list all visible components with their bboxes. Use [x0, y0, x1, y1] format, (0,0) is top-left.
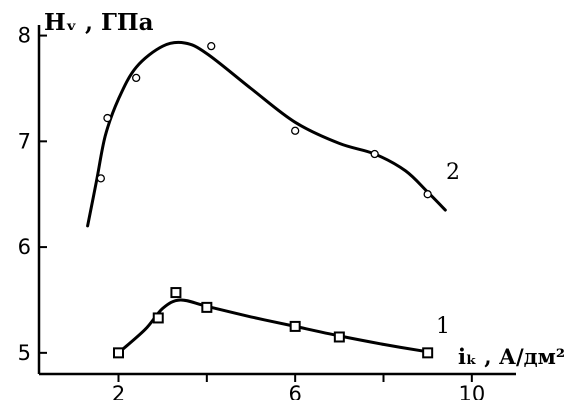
x-ticks: 2 6 10 [112, 374, 485, 400]
series-1-point [113, 347, 124, 359]
x-axis-title: iₖ , А/дм² [458, 344, 565, 369]
y-tick-label: 6 [18, 235, 31, 259]
series-1-point [422, 347, 434, 359]
series-lines [86, 40, 447, 355]
series-1-point [289, 320, 301, 332]
series-2-point [370, 149, 379, 159]
series-1-point [170, 287, 182, 299]
series-2-point [423, 190, 432, 199]
series-1-point [333, 331, 345, 343]
series-1-point [152, 312, 164, 324]
series-2-point [291, 126, 300, 135]
series-1-line [117, 298, 430, 355]
x-tick-label: 10 [458, 382, 485, 400]
y-tick-label: 8 [18, 24, 31, 48]
series-markers [96, 42, 434, 359]
y-tick-label: 5 [18, 341, 31, 365]
series-2-point [207, 42, 216, 51]
series-2-line [86, 40, 447, 228]
series-label-1: 1 [436, 314, 450, 339]
x-tick-label: 2 [112, 382, 125, 400]
series-2-point [96, 174, 105, 183]
x-tick-label: 6 [288, 382, 301, 400]
series-label-2: 2 [446, 160, 460, 185]
y-axis-title: Hᵥ , ГПа [44, 9, 154, 36]
series-2-point [103, 113, 112, 123]
y-tick-label: 7 [18, 129, 31, 153]
series-1-point [201, 301, 213, 313]
series-2-point [132, 73, 141, 83]
y-ticks: 5 6 7 8 [18, 24, 47, 365]
